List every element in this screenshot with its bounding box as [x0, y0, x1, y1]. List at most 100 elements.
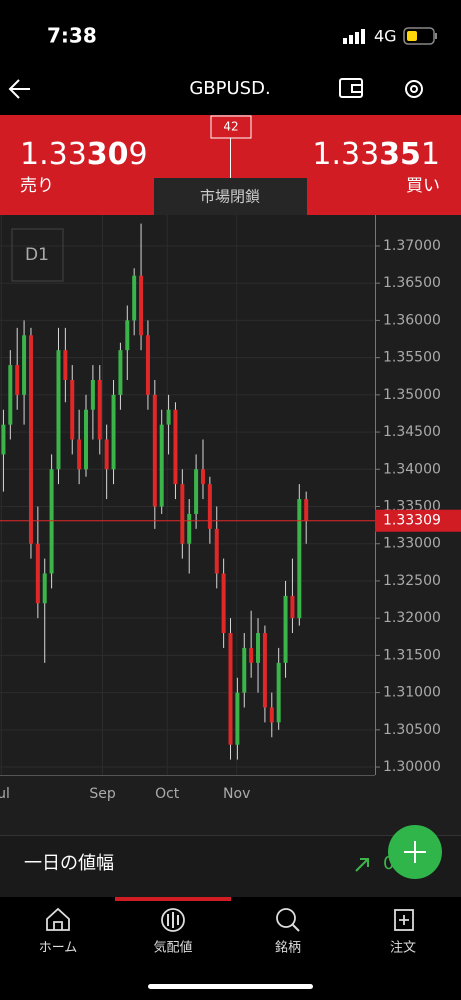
candle-body: [249, 647, 254, 663]
x-tick-label: Jul: [0, 786, 10, 802]
candle-body: [159, 424, 164, 507]
tab-quotes[interactable]: 気配値: [153, 908, 193, 956]
candle-body: [1, 424, 6, 455]
candle-body: [49, 469, 54, 574]
bid-button[interactable]: 1.33309 売り: [20, 137, 148, 197]
candle-body: [90, 379, 95, 410]
candle-body: [180, 484, 185, 544]
current-price-box: [375, 509, 461, 532]
spread-box: [210, 115, 252, 139]
tab-label: 銘柄: [275, 941, 301, 956]
y-tick-label: 1.35500: [383, 350, 441, 366]
candle-body: [42, 573, 47, 604]
y-tick-label: 1.32000: [383, 610, 441, 626]
wallet-button[interactable]: [339, 78, 363, 98]
candle-body: [35, 543, 40, 604]
status-time: 7:38: [47, 24, 97, 48]
x-tick-label: Oct: [155, 786, 180, 802]
bid-prefix: 1.33: [20, 137, 87, 172]
y-tick-label: 1.31500: [383, 647, 441, 663]
y-tick-label: 1.34000: [383, 461, 441, 477]
back-button[interactable]: [8, 79, 30, 99]
trend-arrow: [355, 858, 369, 872]
ask-big: 35: [379, 137, 421, 172]
battery-icon: [403, 27, 437, 45]
signal-icon: [343, 29, 365, 44]
candle-body: [28, 335, 33, 544]
y-tick-label: 1.32500: [383, 573, 441, 589]
candle-body: [139, 275, 144, 336]
candle-body: [111, 394, 116, 470]
candle-body: [276, 662, 281, 723]
tab-symbols[interactable]: 銘柄: [275, 908, 301, 956]
candle-body: [118, 350, 123, 395]
candle-body: [152, 394, 157, 507]
y-tick-label: 1.37000: [383, 238, 441, 254]
bid-label: 売り: [20, 176, 54, 196]
candle-body: [242, 647, 247, 693]
candle-body: [77, 439, 82, 470]
candle-body: [297, 499, 302, 619]
candle-body: [84, 409, 89, 470]
candle-body: [221, 573, 226, 634]
candle-body: [97, 379, 102, 440]
tab-label: ホーム: [39, 941, 78, 956]
candle-body: [290, 595, 295, 619]
ask-suffix: 1: [421, 137, 440, 172]
candle-body: [187, 513, 192, 544]
y-tick-label: 1.30500: [383, 722, 441, 738]
ask-label: 買い: [406, 176, 440, 196]
bid-suffix: 9: [129, 137, 148, 172]
home-indicator: [148, 984, 313, 989]
candle-body: [304, 499, 309, 521]
market-status: 市場閉鎖: [200, 188, 260, 206]
y-tick-label: 1.33000: [383, 536, 441, 552]
bid-price: 1.33309: [20, 137, 148, 172]
tab-home[interactable]: ホーム: [39, 907, 78, 956]
timeframe-box[interactable]: [11, 228, 64, 282]
candle-body: [235, 692, 240, 745]
candle-body: [104, 439, 109, 470]
y-tick-label: 1.35000: [383, 387, 441, 403]
candle-body: [63, 350, 68, 380]
y-tick-label: 1.36000: [383, 312, 441, 328]
active-tab-indicator: [115, 897, 231, 901]
candle-body: [207, 484, 212, 529]
candle-body: [283, 595, 288, 663]
candle-body: [70, 379, 75, 440]
ask-price: 1.33351: [312, 137, 440, 172]
tab-label: 気配値: [153, 940, 192, 956]
candle-body: [262, 633, 267, 708]
candle-body: [125, 320, 130, 351]
candle-body: [269, 707, 274, 723]
y-tick-label: 1.36500: [383, 275, 441, 291]
daily-range-row: [0, 835, 461, 897]
ask-prefix: 1.33: [312, 137, 379, 172]
candle-body: [132, 275, 137, 321]
y-tick-label: 1.30000: [383, 759, 441, 775]
y-tick-label: 1.34500: [383, 424, 441, 440]
ask-button[interactable]: 1.33351 買い: [312, 137, 440, 197]
y-tick-label: 1.31000: [383, 685, 441, 701]
tab-orders[interactable]: 注文: [390, 909, 416, 956]
candle-body: [145, 335, 150, 395]
x-tick-label: Sep: [89, 786, 116, 802]
candle-body: [56, 350, 61, 470]
daily-range-label: 一日の値幅: [24, 853, 114, 874]
add-button[interactable]: [388, 825, 442, 879]
candle-body: [194, 469, 199, 514]
market-status-box: [154, 178, 307, 215]
candle-body: [228, 633, 233, 745]
daily-range-value: 0: [383, 853, 394, 874]
candle-body: [8, 365, 13, 425]
tab-label: 注文: [390, 941, 416, 956]
candle-body: [166, 409, 171, 425]
timeframe: D1: [25, 245, 49, 265]
symbol-title: GBPUSD.: [189, 78, 270, 99]
candle-body: [214, 528, 219, 574]
current-price-label: 1.33309: [383, 513, 441, 529]
spread: 42: [223, 120, 238, 134]
candle-body: [173, 409, 178, 485]
settings-button[interactable]: [405, 80, 423, 98]
